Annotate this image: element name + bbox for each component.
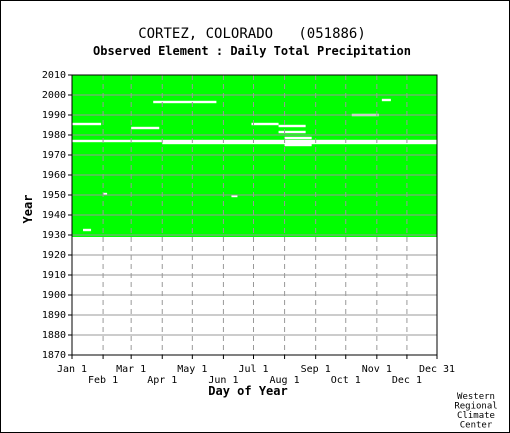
missing-segment-5: [131, 126, 160, 130]
y-axis-ticks: 1870 1880 1890 1900 1910 1920 1930 1940 1950 1960…: [42, 70, 72, 361]
x-tick-label-top: Dec 31: [419, 364, 455, 375]
x-tick-label-top: May 1: [177, 364, 207, 375]
y-tick-label: 1960: [42, 170, 66, 181]
x-axis-label: Day of Year: [208, 384, 287, 398]
x-tick-label-top: Sep 1: [301, 364, 331, 375]
y-tick-label: 1940: [42, 210, 66, 221]
x-axis-ticks: Jan 1 Mar 1 May 1 Jul 1 Sep 1 Nov 1 Dec 31 Feb …: [57, 355, 455, 386]
y-tick-label: 1920: [42, 250, 66, 261]
x-tick-label-bottom: Jun 1: [208, 375, 238, 386]
x-tick-label-bottom: Oct 1: [331, 375, 361, 386]
y-tick-label: 2010: [42, 70, 66, 81]
missing-segment-3: [284, 143, 312, 147]
y-tick-label: 1910: [42, 270, 66, 281]
y-tick-label: 2000: [42, 90, 66, 101]
missing-segment-12: [83, 228, 92, 232]
y-tick-label: 1950: [42, 190, 66, 201]
missing-segment-14: [231, 194, 238, 198]
x-tick-label-top: Jan 1: [57, 364, 87, 375]
y-tick-label: 1880: [42, 330, 66, 341]
x-tick-label-bottom: Aug 1: [270, 375, 300, 386]
x-tick-label-bottom: Feb 1: [88, 375, 118, 386]
y-tick-label: 1990: [42, 110, 66, 121]
y-tick-label: 1980: [42, 130, 66, 141]
y-tick-label: 1900: [42, 290, 66, 301]
missing-segment-7: [251, 122, 279, 126]
x-tick-label-top: Jul 1: [238, 364, 268, 375]
y-tick-label: 1890: [42, 310, 66, 321]
x-tick-label-bottom: Apr 1: [147, 375, 177, 386]
credit-line: Center: [460, 421, 493, 431]
data-coverage-block: [72, 75, 437, 237]
missing-segment-9: [278, 130, 306, 134]
missing-segment-13: [103, 192, 108, 196]
missing-segment-0: [72, 122, 102, 126]
plot-area: [72, 75, 437, 237]
grid-lines: [72, 74, 437, 356]
x-tick-label-top: Nov 1: [362, 364, 392, 375]
x-tick-label-bottom: Dec 1: [392, 375, 422, 386]
chart-title: CORTEZ, COLORADO (051886): [138, 26, 366, 42]
missing-segment-6: [153, 100, 217, 104]
missing-segment-4: [284, 136, 312, 140]
y-axis-label: Year: [21, 195, 35, 224]
chart-subtitle: Observed Element : Daily Total Precipita…: [93, 44, 411, 58]
missing-segment-2: [162, 141, 437, 145]
credit-line: Western: [457, 392, 495, 402]
missing-segment-11: [381, 98, 391, 102]
credit-line: Climate: [457, 411, 495, 421]
credit-line: Regional: [454, 402, 497, 412]
y-tick-label: 1870: [42, 350, 66, 361]
y-tick-label: 1970: [42, 150, 66, 161]
missing-segment-1: [72, 139, 437, 143]
y-tick-label: 1930: [42, 230, 66, 241]
x-tick-label-top: Mar 1: [116, 364, 146, 375]
missing-segment-8: [278, 124, 306, 128]
